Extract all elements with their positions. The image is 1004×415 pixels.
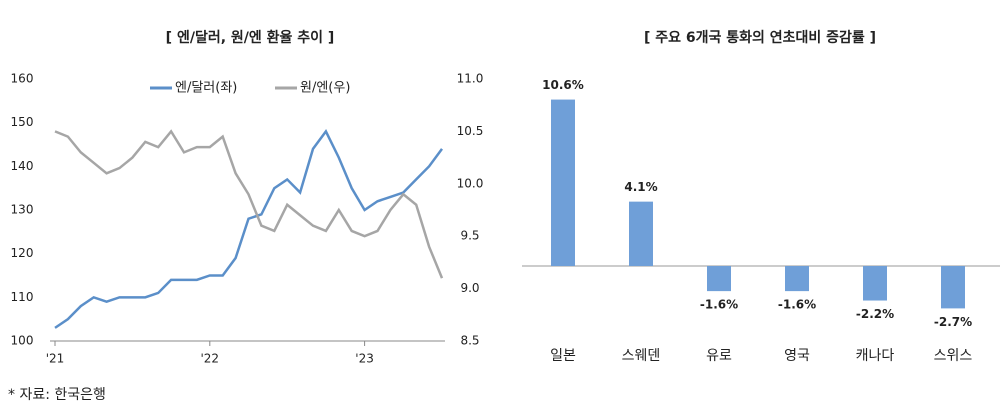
value-label: 10.6% bbox=[542, 78, 584, 92]
y-tick-label: 120 bbox=[11, 246, 34, 260]
line-series bbox=[54, 129, 444, 329]
y2-tick-label: 11.0 bbox=[457, 72, 484, 86]
bar bbox=[941, 266, 965, 309]
x-tick-label: '21 bbox=[46, 352, 65, 366]
y2-tick-label: 8.5 bbox=[460, 334, 479, 348]
y-tick-label: 110 bbox=[11, 290, 34, 304]
x-tick-label: 스웨덴 bbox=[622, 348, 661, 364]
x-tick-label: '22 bbox=[201, 352, 220, 366]
y-tick-label: 150 bbox=[11, 115, 34, 129]
y-tick-label: 100 bbox=[11, 334, 34, 348]
y2-tick-label: 10.5 bbox=[457, 124, 484, 138]
x-tick-label: 캐나다 bbox=[856, 348, 895, 364]
legend-label: 원/엔(우) bbox=[300, 81, 350, 96]
x-tick-label: 영국 bbox=[784, 348, 810, 364]
value-label: -1.6% bbox=[700, 298, 738, 312]
chart-title: [ 주요 6개국 통화의 연초대비 증감률 ] bbox=[644, 29, 876, 46]
x-tick-label: 일본 bbox=[550, 348, 576, 364]
value-label: -2.7% bbox=[934, 315, 972, 329]
y2-tick-label: 9.0 bbox=[460, 281, 479, 295]
footnote: * 자료: 한국은행 bbox=[8, 387, 106, 403]
y-tick-label: 130 bbox=[11, 203, 34, 217]
bar bbox=[551, 99, 575, 266]
chart-title: [ 엔/달러, 원/엔 환율 추이 ] bbox=[166, 29, 335, 46]
x-tick-label: '23 bbox=[355, 352, 374, 366]
line-series bbox=[54, 129, 444, 279]
bar bbox=[863, 266, 887, 301]
value-label: -2.2% bbox=[856, 307, 894, 321]
bar bbox=[785, 266, 809, 292]
y2-tick-label: 10.0 bbox=[457, 176, 484, 190]
y-tick-label: 160 bbox=[11, 72, 34, 86]
value-label: -1.6% bbox=[778, 298, 816, 312]
y-tick-label: 140 bbox=[11, 159, 34, 173]
bar bbox=[707, 266, 731, 292]
bar bbox=[629, 201, 653, 266]
x-tick-label: 스위스 bbox=[934, 348, 973, 364]
y2-tick-label: 9.5 bbox=[460, 229, 479, 243]
x-tick-label: 유로 bbox=[706, 348, 732, 364]
value-label: 4.1% bbox=[624, 180, 657, 194]
legend-label: 엔/달러(좌) bbox=[175, 81, 237, 96]
